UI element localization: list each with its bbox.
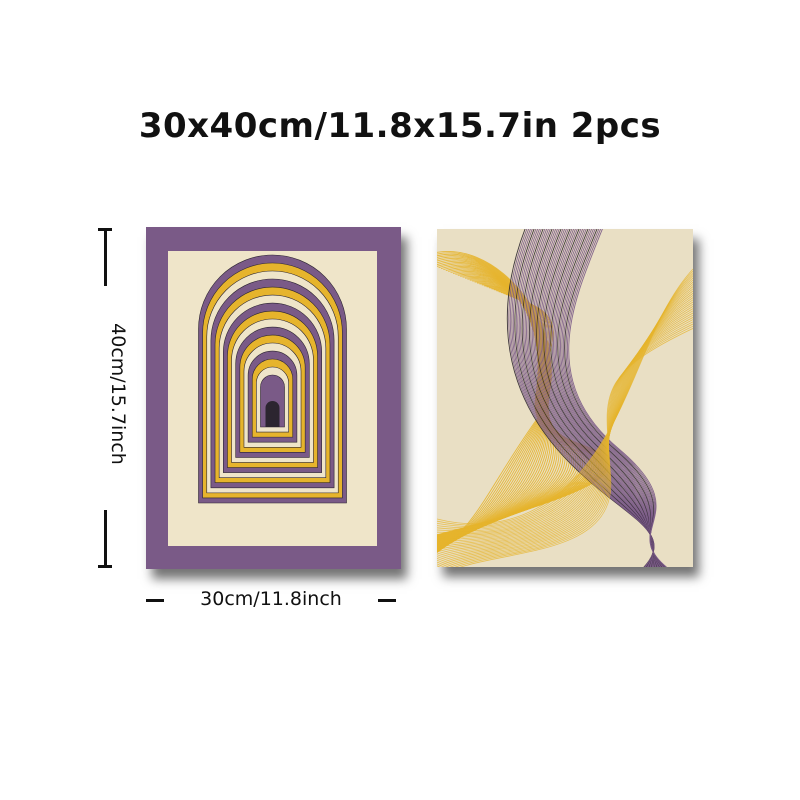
width-line-left <box>146 599 164 602</box>
height-line-bottom <box>104 510 107 568</box>
arches-artwork <box>198 254 347 504</box>
product-title: 30x40cm/11.8x15.7in 2pcs <box>138 106 662 146</box>
width-label: 30cm/11.8inch <box>200 588 342 610</box>
gold-wave-line-lower <box>459 328 693 567</box>
width-dimension: 30cm/11.8inch <box>146 588 396 614</box>
flowing-lines-artwork <box>437 229 693 567</box>
arches-print-mat <box>168 251 377 546</box>
arch-doorway <box>265 401 280 427</box>
purple-wave-line <box>568 229 668 567</box>
arches-print <box>146 227 401 569</box>
height-label: 40cm/15.7inch <box>107 323 129 465</box>
height-tick-bottom <box>98 565 112 568</box>
width-line-right <box>378 599 396 602</box>
flowing-lines-print <box>437 229 693 567</box>
height-dimension: 40cm/15.7inch <box>96 228 136 568</box>
height-line-top <box>104 228 107 286</box>
